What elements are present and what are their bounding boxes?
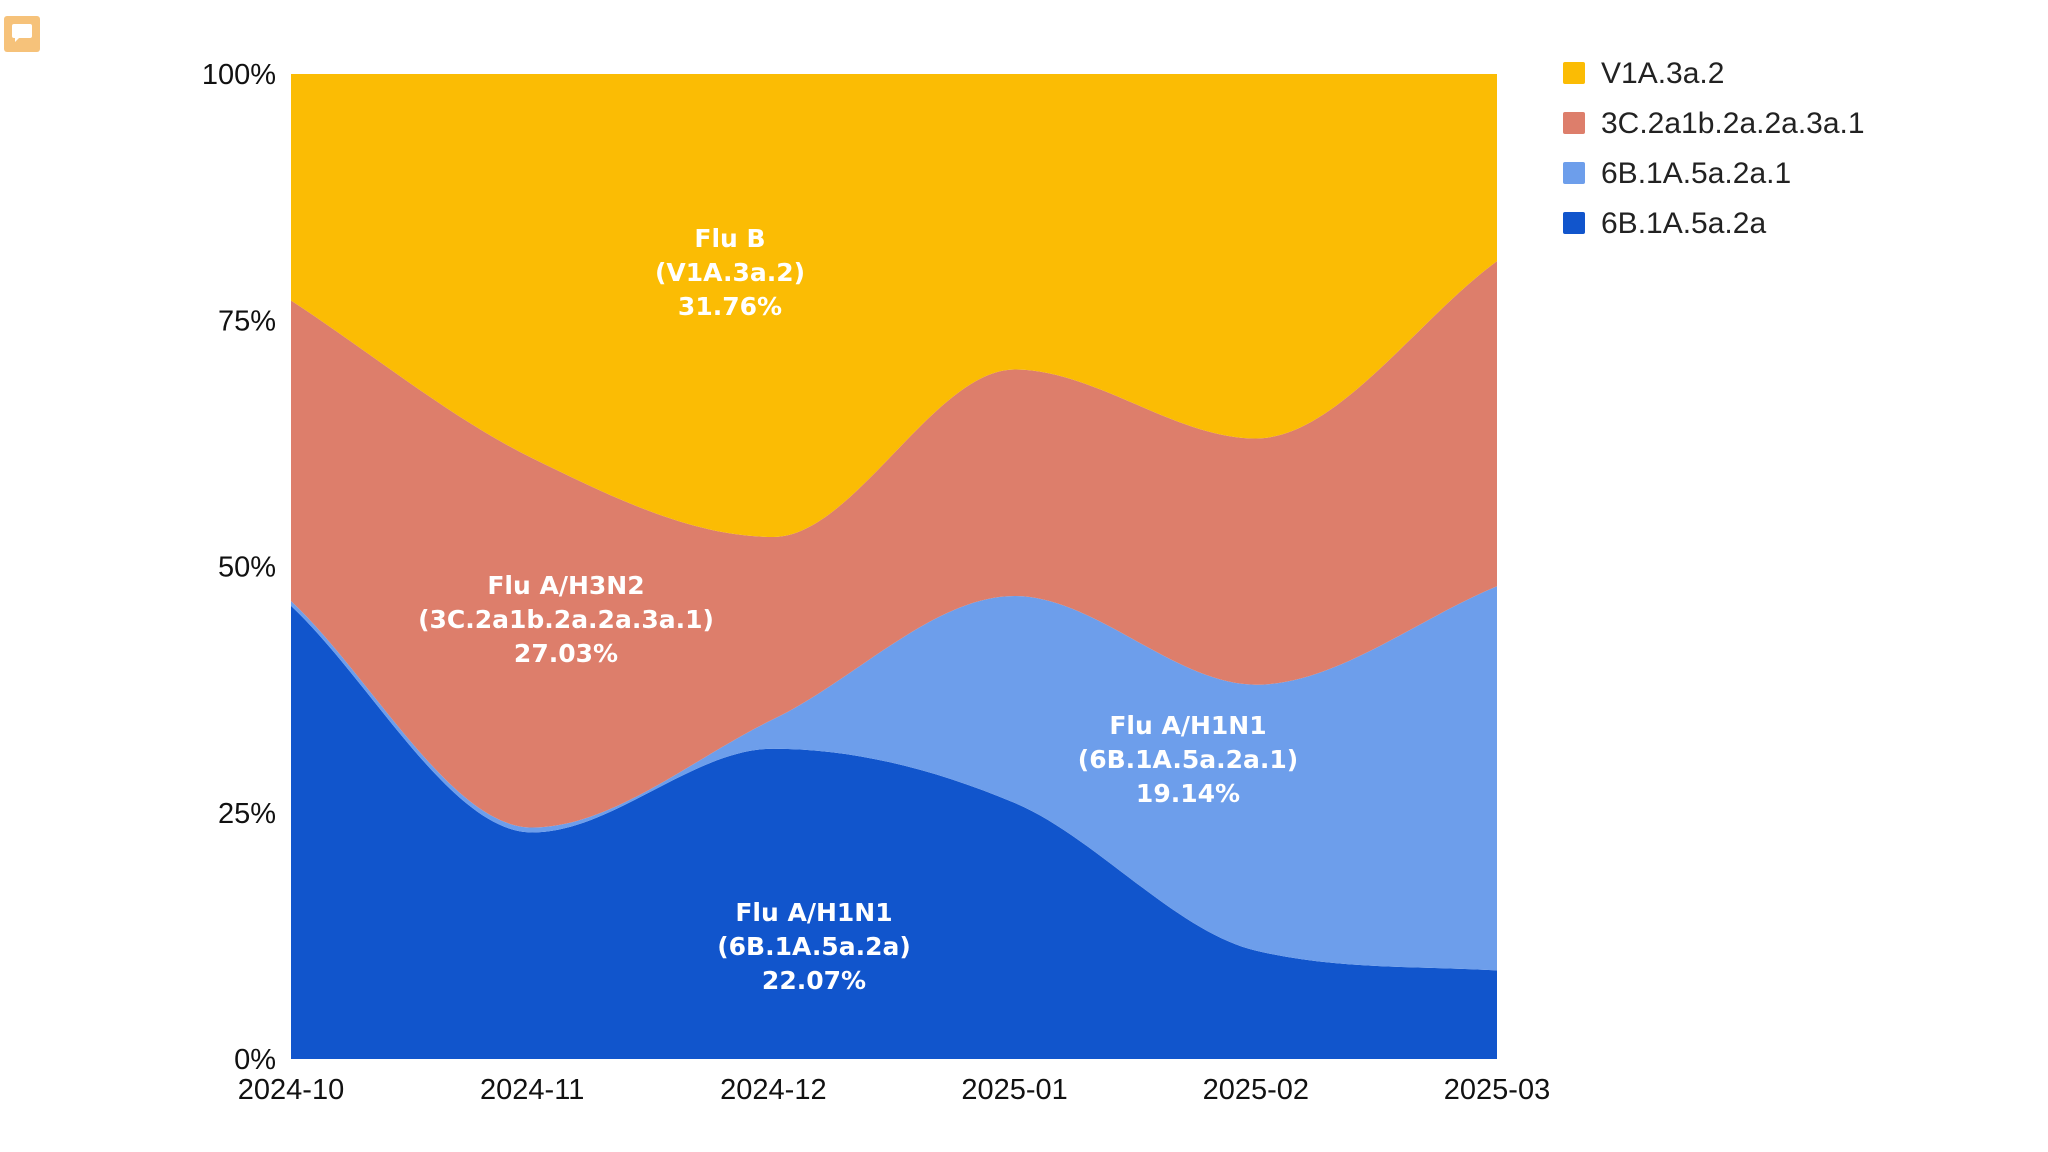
y-axis-ticks: 0% 25% 50% 75% 100% [202, 59, 276, 1076]
area-label-line: (6B.1A.5a.2a) [717, 932, 911, 961]
legend-swatch [1563, 162, 1585, 184]
area-label-3C.2a1b.2a.2a.3a.1: Flu A/H3N2 (3C.2a1b.2a.2a.3a.1) 27.03% [418, 571, 714, 668]
y-tick-label: 0% [234, 1044, 276, 1076]
legend-swatch [1563, 112, 1585, 134]
area-label-line: (6B.1A.5a.2a.1) [1078, 745, 1298, 774]
area-label-line: (3C.2a1b.2a.2a.3a.1) [418, 605, 714, 634]
y-tick-label: 100% [202, 59, 276, 91]
area-label-6B.1A.5a.2a: Flu A/H1N1 (6B.1A.5a.2a) 22.07% [717, 898, 911, 995]
legend: V1A.3a.2 3C.2a1b.2a.2a.3a.1 6B.1A.5a.2a.1 6… [1563, 57, 1865, 240]
legend-label: 3C.2a1b.2a.2a.3a.1 [1601, 107, 1865, 140]
area-label-line: Flu A/H3N2 [487, 571, 644, 600]
x-axis-ticks: 2024-10 2024-11 2024-12 2025-01 2025-02 2025-… [238, 1074, 1550, 1106]
area-label-line: 22.07% [762, 966, 866, 995]
legend-label: 6B.1A.5a.2a.1 [1601, 157, 1791, 190]
x-tick-label: 2024-11 [480, 1074, 584, 1106]
x-tick-label: 2024-10 [238, 1074, 344, 1106]
area-label-line: 27.03% [514, 639, 618, 668]
chart-areas [291, 74, 1497, 1059]
x-tick-label: 2025-03 [1444, 1074, 1550, 1106]
area-series-3C.2a1b.2a.2a.3a.1 [291, 261, 1497, 828]
area-label-line: Flu A/H1N1 [1109, 711, 1266, 740]
area-label-line: (V1A.3a.2) [655, 258, 805, 287]
legend-label: V1A.3a.2 [1601, 57, 1724, 90]
x-tick-label: 2025-01 [961, 1074, 1067, 1106]
area-annotations: Flu B (V1A.3a.2) 31.76% Flu A/H3N2 (3C.2a1b.… [418, 224, 1298, 995]
area-label-line: 19.14% [1136, 779, 1240, 808]
area-series-V1A.3a.2 [291, 74, 1497, 537]
area-series-6B.1A.5a.2a [291, 605, 1497, 1059]
area-label-line: Flu A/H1N1 [735, 898, 892, 927]
area-series-6B.1A.5a.2a.1 [291, 586, 1497, 971]
legend-label: 6B.1A.5a.2a [1601, 207, 1766, 240]
area-label-6B.1A.5a.2a.1: Flu A/H1N1 (6B.1A.5a.2a.1) 19.14% [1078, 711, 1298, 808]
area-label-line: 31.76% [678, 292, 782, 321]
area-label-line: Flu B [694, 224, 765, 253]
comment-icon[interactable] [4, 16, 40, 52]
x-tick-label: 2025-02 [1203, 1074, 1309, 1106]
x-tick-label: 2024-12 [720, 1074, 826, 1106]
legend-swatch [1563, 62, 1585, 84]
y-tick-label: 50% [218, 552, 276, 584]
y-tick-label: 25% [218, 798, 276, 830]
legend-swatch [1563, 212, 1585, 234]
area-label-V1A.3a.2: Flu B (V1A.3a.2) 31.76% [655, 224, 805, 321]
y-tick-label: 75% [218, 305, 276, 337]
